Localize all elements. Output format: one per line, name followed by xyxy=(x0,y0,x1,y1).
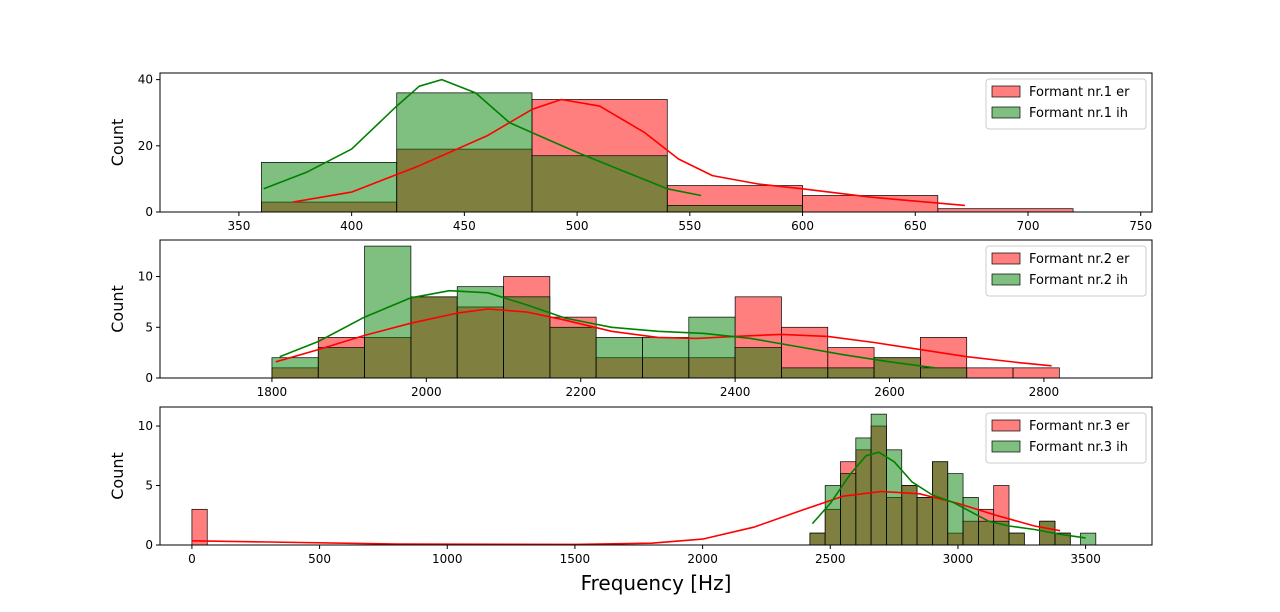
axes-frame xyxy=(159,406,1153,546)
histogram-bar xyxy=(531,155,668,213)
y-tick-label: 0 xyxy=(145,371,153,385)
histogram-bar xyxy=(688,316,736,379)
legend-box xyxy=(985,245,1147,297)
legend-swatch xyxy=(991,106,1021,119)
histogram-bar xyxy=(827,367,875,379)
histogram-bar xyxy=(966,367,1014,379)
y-axis-label: Count xyxy=(108,119,127,167)
legend-swatch xyxy=(991,419,1021,432)
x-tick-label: 2500 xyxy=(815,552,846,566)
histogram-bar xyxy=(261,162,398,213)
histogram-bar xyxy=(781,367,829,379)
y-tick-label: 40 xyxy=(138,73,153,87)
histogram-bar xyxy=(456,286,504,379)
histogram-bar xyxy=(920,367,968,379)
x-tick-label: 650 xyxy=(904,219,927,233)
legend-box xyxy=(985,412,1147,464)
legend-label: Formant nr.2 ih xyxy=(1029,273,1128,288)
x-tick-label: 3500 xyxy=(1070,552,1101,566)
x-tick-label: 400 xyxy=(340,219,363,233)
chart-panel-formant-2: 1800 2000 2200 2400 2600 2800 0 5 10 Count Formant… xyxy=(108,239,1153,399)
histogram-bar xyxy=(317,347,365,379)
histogram-bar xyxy=(978,520,995,546)
x-tick-label: 750 xyxy=(1129,219,1152,233)
histogram-bar xyxy=(1012,367,1060,379)
histogram-bar xyxy=(666,205,803,213)
histogram-bar xyxy=(642,337,690,379)
kde-line xyxy=(263,78,702,197)
y-tick-label: 0 xyxy=(145,538,153,552)
histogram-bar xyxy=(870,413,887,546)
y-tick-label: 5 xyxy=(145,479,153,493)
x-tick-label: 500 xyxy=(308,552,331,566)
x-tick-label: 2600 xyxy=(874,385,905,399)
x-tick-label: 1800 xyxy=(257,385,288,399)
histogram-bar xyxy=(947,473,964,546)
histogram-bar xyxy=(1080,532,1097,546)
legend-swatch xyxy=(991,252,1021,265)
x-tick-label: 1500 xyxy=(560,552,591,566)
legend-label: Formant nr.1 ih xyxy=(1029,106,1128,121)
figure-x-axis-label: Frequency [Hz] xyxy=(581,571,732,595)
histogram-bar xyxy=(1008,532,1025,546)
histogram-bar xyxy=(549,326,597,379)
x-tick-label: 550 xyxy=(678,219,701,233)
y-axis-label: Count xyxy=(108,285,127,333)
kde-line xyxy=(191,490,1061,546)
x-tick-label: 2400 xyxy=(720,385,751,399)
chart-panel-formant-1: 350 400 450 500 550 600 650 700 750 0 20 40 Count For… xyxy=(108,72,1153,233)
histogram-bar xyxy=(932,461,949,546)
x-tick-label: 1000 xyxy=(432,552,463,566)
histogram-bar xyxy=(396,92,533,213)
histogram-bar xyxy=(901,485,918,546)
legend-swatch xyxy=(991,273,1021,286)
histogram-bar xyxy=(886,449,903,546)
x-tick-label: 2800 xyxy=(1029,385,1060,399)
x-tick-label: 450 xyxy=(453,219,476,233)
histogram-bar xyxy=(595,337,643,379)
legend-label: Formant nr.1 er xyxy=(1029,85,1130,100)
legend-label: Formant nr.3 er xyxy=(1029,419,1130,434)
x-tick-label: 500 xyxy=(566,219,589,233)
kde-line xyxy=(275,308,1052,367)
x-tick-label: 2000 xyxy=(687,552,718,566)
kde-line xyxy=(811,451,1086,539)
y-tick-label: 10 xyxy=(138,419,153,433)
legend-box xyxy=(985,78,1147,130)
histogram-bar xyxy=(503,296,551,379)
x-tick-label: 3000 xyxy=(943,552,974,566)
legend-label: Formant nr.2 er xyxy=(1029,252,1130,267)
y-tick-label: 5 xyxy=(145,320,153,334)
legend-swatch xyxy=(991,85,1021,98)
y-tick-label: 0 xyxy=(145,205,153,219)
histogram-bar xyxy=(824,485,841,546)
x-tick-label: 600 xyxy=(791,219,814,233)
histogram-bar xyxy=(802,195,939,213)
kde-line xyxy=(279,289,936,369)
kde-line xyxy=(292,98,965,207)
chart-panel-formant-3: 0 500 1000 1500 2000 2500 3000 3500 0 5 10 Count For… xyxy=(108,406,1153,566)
histogram-bar xyxy=(855,437,872,546)
axes-frame xyxy=(159,72,1153,213)
legend-label: Formant nr.3 ih xyxy=(1029,440,1128,455)
histogram-bar xyxy=(916,497,933,546)
histogram-bar xyxy=(809,532,826,546)
legend-swatch xyxy=(991,440,1021,453)
x-tick-label: 2000 xyxy=(411,385,442,399)
histogram-bar xyxy=(962,497,979,546)
x-tick-label: 2200 xyxy=(565,385,596,399)
axes-frame xyxy=(159,239,1153,379)
y-tick-label: 20 xyxy=(138,139,153,153)
x-tick-label: 0 xyxy=(188,552,196,566)
histogram-bar xyxy=(410,296,458,379)
y-tick-label: 10 xyxy=(138,270,153,284)
histogram-bar xyxy=(191,508,208,546)
y-axis-label: Count xyxy=(108,452,127,500)
histogram-bar xyxy=(734,347,782,379)
histogram-bar xyxy=(364,245,412,379)
x-tick-label: 350 xyxy=(227,219,250,233)
x-tick-label: 700 xyxy=(1017,219,1040,233)
